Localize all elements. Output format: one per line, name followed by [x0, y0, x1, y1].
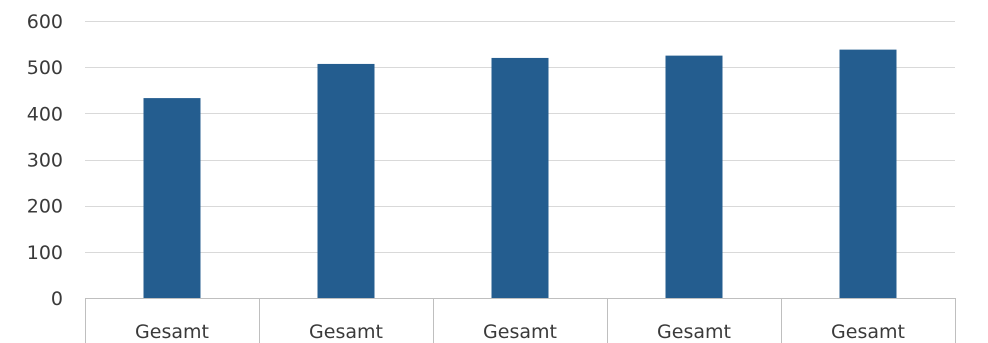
y-tick-label: 400 — [27, 103, 63, 125]
x-tick-label: Gesamt — [135, 321, 209, 343]
y-tick-label: 200 — [27, 196, 63, 218]
bar — [491, 57, 549, 298]
bar — [317, 63, 375, 299]
y-tick-label: 600 — [27, 11, 63, 33]
bar — [665, 55, 723, 298]
bars — [143, 49, 897, 299]
x-tick-label: Gesamt — [657, 321, 731, 343]
y-axis-tick-labels: 0 100 200 300 400 500 600 — [27, 11, 63, 310]
bar — [143, 98, 201, 299]
x-tick-label: Gesamt — [483, 321, 557, 343]
x-axis — [85, 298, 956, 343]
y-tick-label: 0 — [51, 288, 63, 310]
x-tick-label: Gesamt — [309, 321, 383, 343]
y-tick-label: 500 — [27, 57, 63, 79]
y-tick-label: 300 — [27, 150, 63, 172]
x-axis-tick-labels: Gesamt Gesamt Gesamt Gesamt Gesamt — [135, 321, 905, 343]
x-tick-label: Gesamt — [831, 321, 905, 343]
y-tick-label: 100 — [27, 242, 63, 264]
bar — [839, 49, 897, 298]
